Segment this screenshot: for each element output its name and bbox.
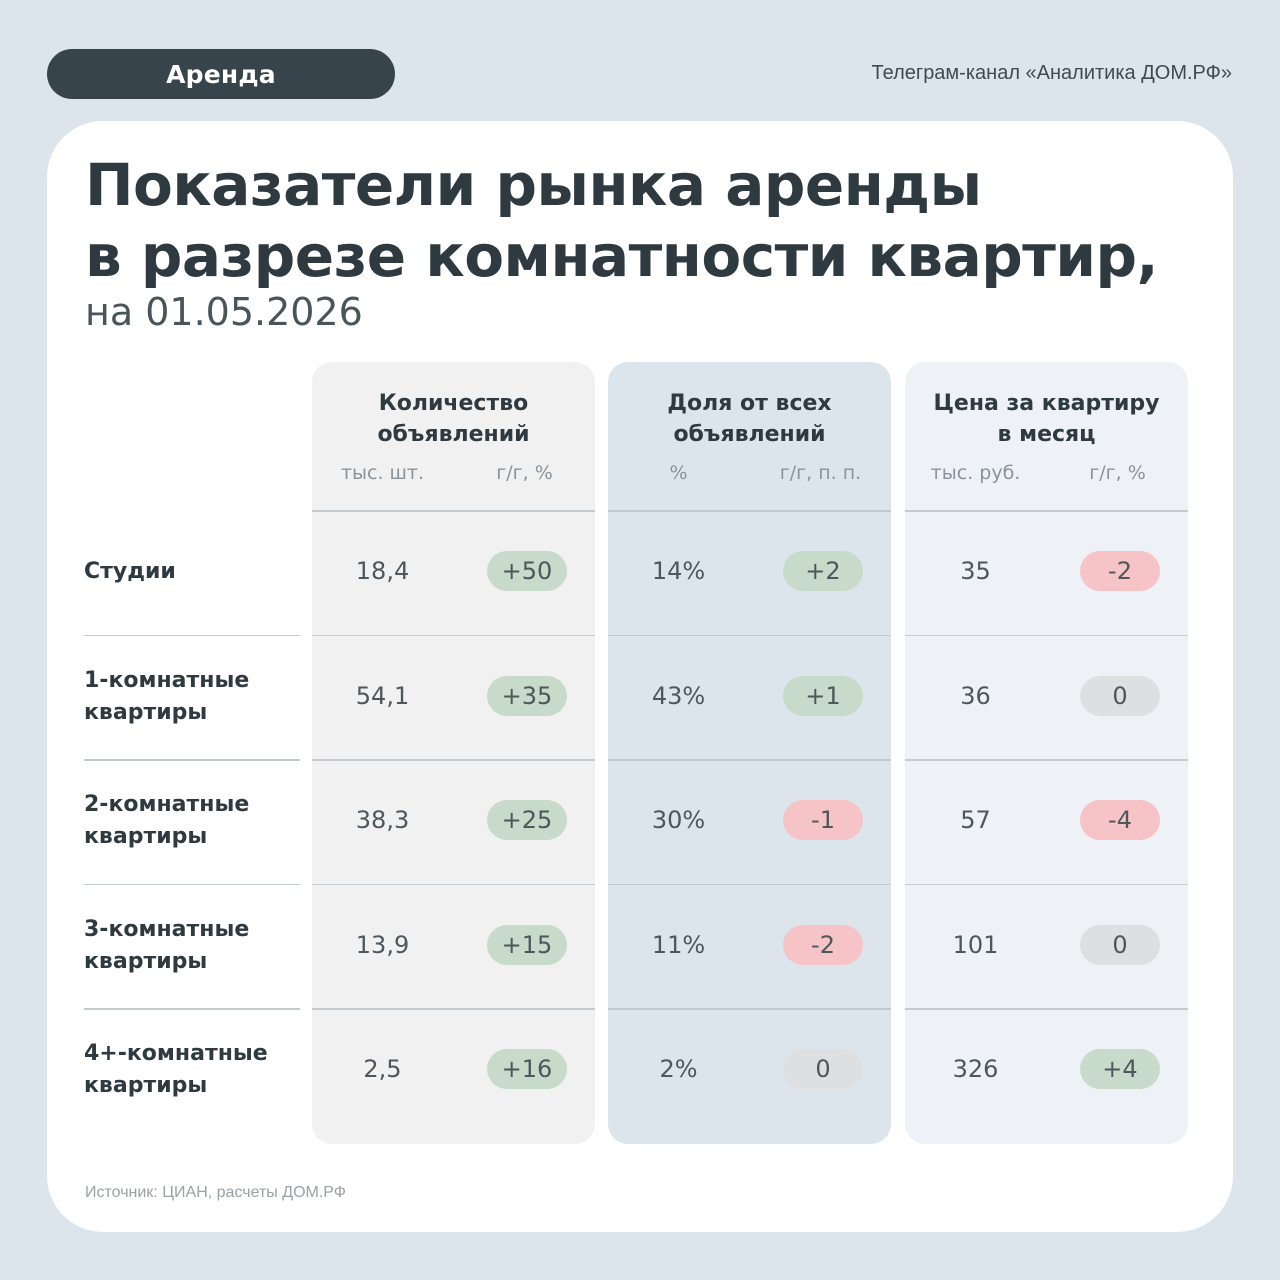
title-line-1: Показатели рынка аренды (85, 151, 982, 219)
yoy-badge: +15 (487, 924, 567, 965)
cell-value: 57 (960, 806, 991, 835)
row-divider (84, 883, 300, 885)
source-note: Источник: ЦИАН, расчеты ДОМ.РФ (85, 1184, 346, 1201)
yoy-badge: +35 (487, 675, 567, 716)
row-divider (312, 1008, 595, 1010)
row-divider (84, 1008, 300, 1010)
column-title: Количество объявлений (377, 391, 530, 447)
page-subtitle: на 01.05.2026 (85, 290, 363, 334)
row-label: 3-комнатные квартиры (84, 916, 250, 974)
column-yoy-unit: г/г, % (1089, 462, 1146, 484)
column-unit: тыс. шт. (340, 462, 425, 484)
title-line-2: в разрезе комнатности квартир, (85, 222, 1159, 290)
column-listings-share: Доля от всех объявлений % г/г, п. п. (608, 362, 891, 1144)
yoy-badge: +1 (783, 675, 863, 716)
row-label: 2-комнатные квартиры (84, 792, 250, 850)
channel-name: Телеграм-канал «Аналитика ДОМ.РФ» (871, 62, 1232, 84)
row-divider (905, 1008, 1188, 1010)
cell-value: 101 (952, 930, 999, 959)
column-title: Доля от всех объявлений (667, 391, 832, 447)
column-unit: % (669, 462, 688, 484)
row-label: 1-комнатные квартиры (84, 667, 250, 725)
header-divider (905, 510, 1188, 512)
column-yoy-unit: г/г, % (496, 462, 553, 484)
row-divider (905, 634, 1188, 636)
cell-value: 43% (651, 681, 706, 710)
row-divider (608, 759, 891, 761)
yoy-badge: 0 (1080, 675, 1160, 716)
yoy-badge: -2 (1080, 551, 1160, 592)
yoy-badge: -2 (783, 924, 863, 965)
yoy-badge: 0 (783, 1049, 863, 1090)
yoy-badge: +25 (487, 800, 567, 841)
row-divider (312, 759, 595, 761)
row-divider (905, 883, 1188, 885)
row-label: Студии (84, 559, 176, 585)
cell-value: 13,9 (355, 930, 410, 959)
cell-value: 2% (659, 1055, 698, 1084)
cell-value: 30% (651, 806, 706, 835)
row-divider (608, 634, 891, 636)
row-divider (312, 634, 595, 636)
row-divider (905, 759, 1188, 761)
yoy-badge: 0 (1080, 924, 1160, 965)
row-divider (84, 759, 300, 761)
page-title: Показатели рынка аренды в разрезе комнат… (85, 150, 1159, 292)
header-divider (608, 510, 891, 512)
column-price: Цена за квартиру в месяц тыс. руб. г/г, … (905, 362, 1188, 1144)
column-listings-count: Количество объявлений тыс. шт. г/г, % (312, 362, 595, 1144)
yoy-badge: +16 (487, 1049, 567, 1090)
cell-value: 14% (651, 557, 706, 586)
row-label: 4+-комнатные квартиры (84, 1041, 268, 1099)
column-yoy-unit: г/г, п. п. (779, 462, 862, 484)
row-divider (84, 634, 300, 636)
yoy-badge: -1 (783, 800, 863, 841)
yoy-badge: -4 (1080, 800, 1160, 841)
cell-value: 54,1 (355, 681, 410, 710)
cell-value: 35 (960, 557, 991, 586)
cell-value: 11% (651, 930, 706, 959)
column-unit: тыс. руб. (930, 462, 1021, 484)
cell-value: 36 (960, 681, 991, 710)
yoy-badge: +2 (783, 551, 863, 592)
row-divider (312, 883, 595, 885)
cell-value: 2,5 (363, 1055, 402, 1084)
yoy-badge: +4 (1080, 1049, 1160, 1090)
cell-value: 18,4 (355, 557, 410, 586)
row-divider (608, 1008, 891, 1010)
section-tag: Аренда (47, 49, 395, 99)
yoy-badge: +50 (487, 551, 567, 592)
row-divider (608, 883, 891, 885)
cell-value: 38,3 (355, 806, 410, 835)
header-divider (312, 510, 595, 512)
cell-value: 326 (952, 1055, 999, 1084)
column-title: Цена за квартиру в месяц (933, 391, 1160, 447)
